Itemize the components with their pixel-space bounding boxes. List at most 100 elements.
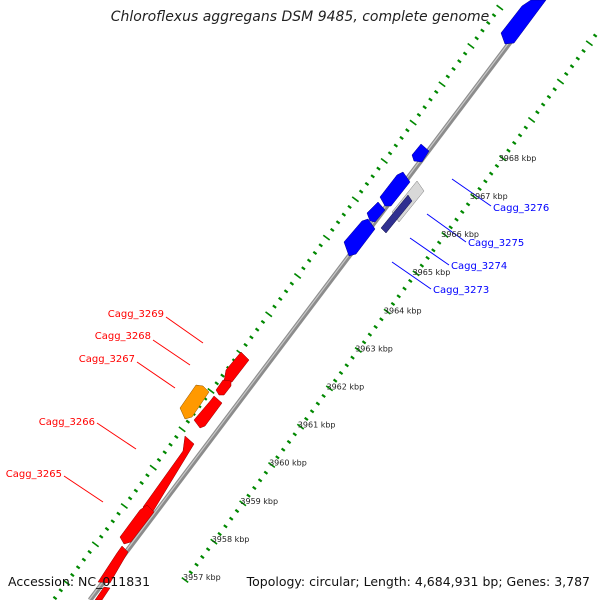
scale-tick (104, 526, 110, 532)
scale-tick (454, 217, 459, 222)
topology-summary: Topology: circular; Length: 4,684,931 bp… (246, 574, 590, 589)
scale-tick (380, 157, 388, 164)
scale-tick (483, 179, 488, 184)
scale-tick (523, 125, 529, 130)
scale-tick (556, 78, 565, 85)
gene-label-cagg-3276[interactable]: Cagg_3276 (493, 203, 549, 214)
scale-tick (260, 319, 266, 325)
gene-label-cagg-3269[interactable]: Cagg_3269 (108, 309, 164, 320)
scale-tick (249, 335, 254, 340)
scale-tick (540, 102, 546, 107)
gene-label-cagg-3267[interactable]: Cagg_3267 (79, 354, 135, 365)
scale-tick (81, 557, 87, 562)
scale-tick (488, 171, 494, 176)
gene-label-cagg-3268[interactable]: Cagg_3268 (95, 331, 151, 342)
scale-tick (220, 373, 225, 378)
forward-genes (343, 0, 547, 257)
scale-tick (470, 193, 478, 200)
scale-tick (263, 470, 269, 475)
scale-tick (370, 174, 375, 179)
scale-tick (367, 332, 373, 337)
scale-tick (408, 278, 413, 284)
gene-arrow[interactable] (215, 379, 232, 396)
scale-label: 3959 kbp (240, 497, 278, 506)
scale-tick (239, 500, 247, 507)
scale-tick (431, 248, 436, 253)
gene-label-cagg-3274[interactable]: Cagg_3274 (451, 261, 507, 272)
scale-tick (223, 524, 228, 529)
gene-arrow[interactable] (179, 384, 210, 420)
scale-tick (361, 340, 367, 345)
scale-tick (436, 240, 442, 245)
scale-tick (585, 40, 594, 47)
scale-label: 3968 kbp (499, 154, 537, 163)
scale-tick (451, 66, 456, 72)
scale-tick (293, 272, 302, 280)
scale-tick (127, 496, 133, 501)
scale-tick (535, 110, 540, 115)
scale-label: 3965 kbp (413, 268, 451, 277)
scale-tick (325, 385, 334, 392)
reverse-gene-labels (63, 316, 204, 503)
scale-tick (301, 266, 306, 271)
scale-labels: 3957 kbp 3958 kbp 3959 kbp 3960 kbp 3961 kbp… (183, 154, 536, 582)
scale-tick (422, 105, 427, 110)
scale-tick (496, 4, 504, 11)
scale-tick (75, 565, 81, 570)
scale-tick (379, 317, 384, 322)
scale-tick (188, 570, 194, 575)
gene-label-cagg-3275[interactable]: Cagg_3275 (468, 238, 524, 249)
scale-tick (511, 140, 517, 146)
scale-tick (448, 225, 453, 230)
scale-tick (405, 128, 410, 133)
scale-tick (428, 97, 433, 102)
gene-arrow[interactable] (193, 395, 223, 429)
scale-tick (494, 163, 500, 169)
gene-label-cagg-3266[interactable]: Cagg_3266 (39, 417, 95, 428)
gene-arrow[interactable] (343, 218, 376, 257)
scale-tick (358, 189, 364, 194)
scale-ticks-outer (181, 33, 598, 584)
genome-title: Chloroflexus aggregans DSM 9485, complet… (110, 9, 490, 25)
scale-tick (467, 42, 475, 49)
scale-tick (304, 416, 309, 422)
scale-tick (62, 579, 71, 586)
gene-label-cagg-3265[interactable]: Cagg_3265 (6, 469, 62, 480)
scale-tick (419, 263, 425, 268)
scale-tick (168, 442, 173, 447)
scale-tick (350, 355, 355, 360)
scale-tick (292, 432, 298, 437)
scale-tick (592, 33, 598, 38)
reverse-genes (94, 351, 250, 600)
gene-arrow[interactable] (411, 143, 430, 163)
scale-tick (306, 258, 312, 263)
scale-tick (438, 81, 446, 88)
scale-tick (194, 562, 199, 567)
scale-tick (309, 409, 315, 414)
gene-arrow[interactable] (223, 351, 250, 383)
scale-tick (351, 196, 360, 203)
scale-tick (217, 531, 222, 537)
gene-label-cagg-3273[interactable]: Cagg_3273 (433, 285, 489, 296)
gene-arrow[interactable] (119, 504, 155, 545)
scale-tick (322, 234, 331, 241)
gene-arrow[interactable] (379, 171, 411, 207)
scale-tick (252, 485, 257, 491)
scale-label: 3961 kbp (298, 421, 336, 430)
scale-tick (318, 243, 323, 248)
scale-label: 3958 kbp (212, 535, 250, 544)
scale-tick (139, 480, 144, 486)
scale-tick (462, 51, 468, 56)
scale-tick (474, 36, 479, 41)
scale-tick (70, 572, 75, 578)
scale-tick (425, 255, 430, 261)
scale-label: 3966 kbp (441, 230, 479, 239)
scale-tick (354, 346, 362, 354)
gene-arrow[interactable] (366, 201, 386, 223)
scale-tick (214, 381, 219, 386)
gene-arrow[interactable] (97, 545, 129, 584)
scale-ticks-inner (52, 4, 504, 600)
gene-arrow[interactable] (500, 0, 547, 45)
gene-arrow[interactable] (94, 586, 111, 600)
gene-arrow[interactable] (380, 194, 413, 234)
